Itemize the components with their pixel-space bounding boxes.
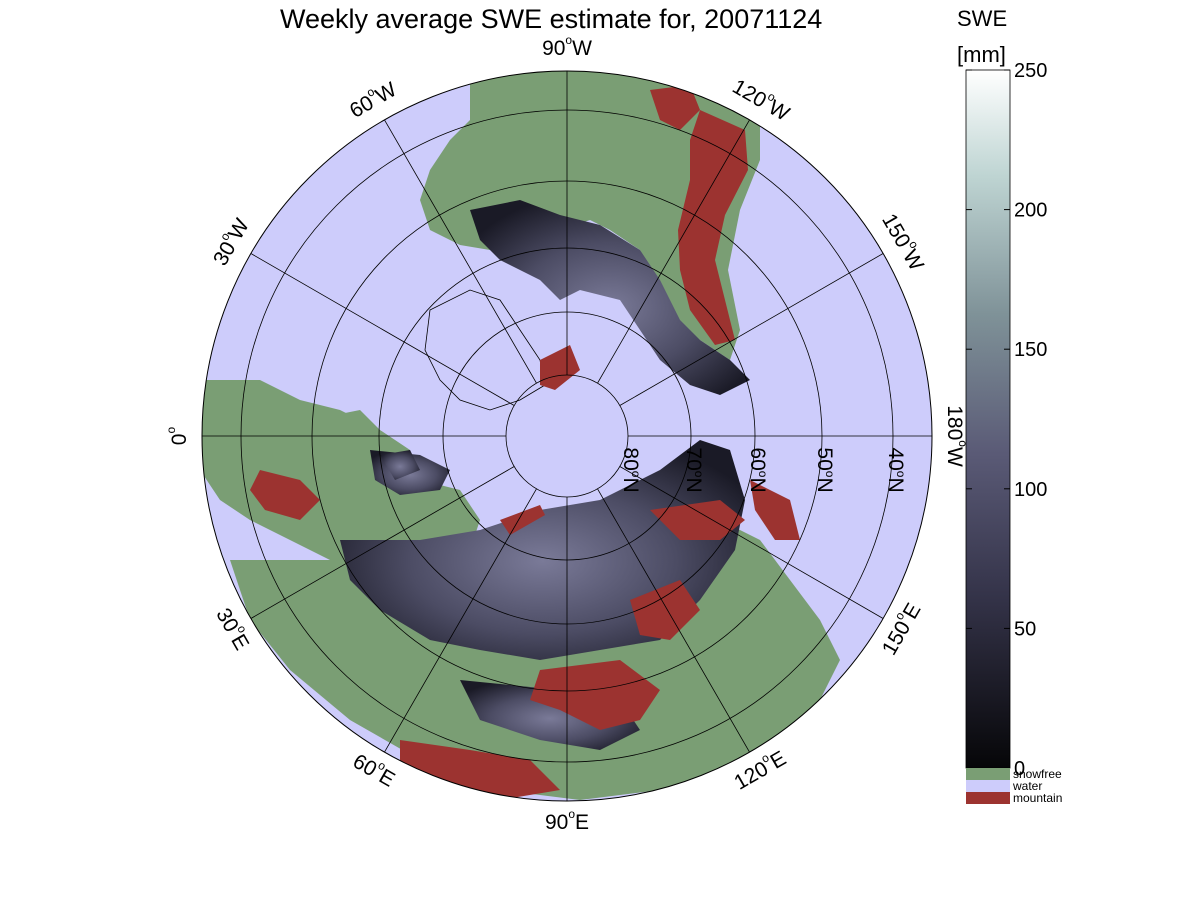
meridian-line (250, 253, 515, 406)
legend-swatch-snowfree (966, 768, 1010, 780)
longitude-label: 90oE (545, 807, 589, 833)
colorbar-title: SWE (957, 6, 1007, 31)
land-layer (202, 71, 840, 800)
meridian-line (619, 466, 884, 619)
graticule (202, 71, 932, 801)
meridian-line (384, 119, 537, 384)
latitude-labels: 80oN 70oN 60oN 50oN 40oN (619, 447, 908, 492)
colorbar-tick-label: 150 (1014, 339, 1047, 361)
mountain-alps (250, 470, 320, 520)
colorbar-tick-label: 200 (1014, 200, 1047, 222)
meridian-line (250, 466, 515, 619)
snow-north-america (470, 200, 750, 395)
colorbar-tick-label: 250 (1014, 60, 1047, 82)
latitude-label: 50oN (813, 447, 837, 492)
land-greenland (424, 289, 546, 411)
longitude-label: 90oW (542, 33, 592, 59)
meridian-line (597, 119, 750, 384)
colorbar-gradient (965, 69, 1011, 769)
latitude-label: 70oN (682, 447, 706, 492)
latitude-label: 60oN (746, 447, 770, 492)
longitude-label: 0o (164, 427, 190, 446)
colorbar-ticks: 0 50 100 150 200 250 (966, 60, 1047, 780)
legend-label-water: water (1012, 779, 1042, 793)
land-svalbard (380, 450, 420, 480)
mountain-northwest (650, 85, 700, 130)
latitude-label: 80oN (619, 447, 643, 492)
legend-swatch-mountain (966, 792, 1010, 804)
land-scandinavia (305, 410, 380, 490)
mountain-far-east (630, 580, 700, 640)
polar-map (201, 70, 933, 802)
legend-label-mountain: mountain (1013, 791, 1062, 805)
map-border (201, 70, 933, 802)
longitude-label: 30oW (206, 213, 254, 270)
colorbar: SWE [mm] 0 50 100 150 200 250 snowfreewatermo… (957, 6, 1062, 805)
mountain-central-asia (530, 660, 660, 730)
page-title: Weekly average SWE estimate for, 2007112… (280, 4, 823, 34)
meridian-line (619, 253, 884, 406)
longitude-label: 180oW (943, 405, 969, 467)
colorbar-unit: [mm] (957, 42, 1006, 67)
meridian-line (597, 488, 750, 753)
land-north-america (420, 71, 760, 360)
colorbar-tick-label: 100 (1014, 479, 1047, 501)
meridians (202, 71, 932, 801)
colorbar-tick-label: 0 (1014, 758, 1025, 780)
colorbar-tick-label: 50 (1014, 618, 1036, 640)
meridian-line (384, 488, 537, 753)
mountain-greenland-east (540, 345, 580, 390)
land-novaya-zemlya (500, 505, 545, 535)
latitude-label: 40oN (884, 447, 908, 492)
mountain-kamchatka (750, 480, 800, 540)
legend-label-snowfree: snowfree (1013, 767, 1062, 781)
legend-swatch-water (966, 780, 1010, 792)
mountain-east-siberia (650, 500, 745, 540)
mountain-rockies (678, 110, 748, 345)
